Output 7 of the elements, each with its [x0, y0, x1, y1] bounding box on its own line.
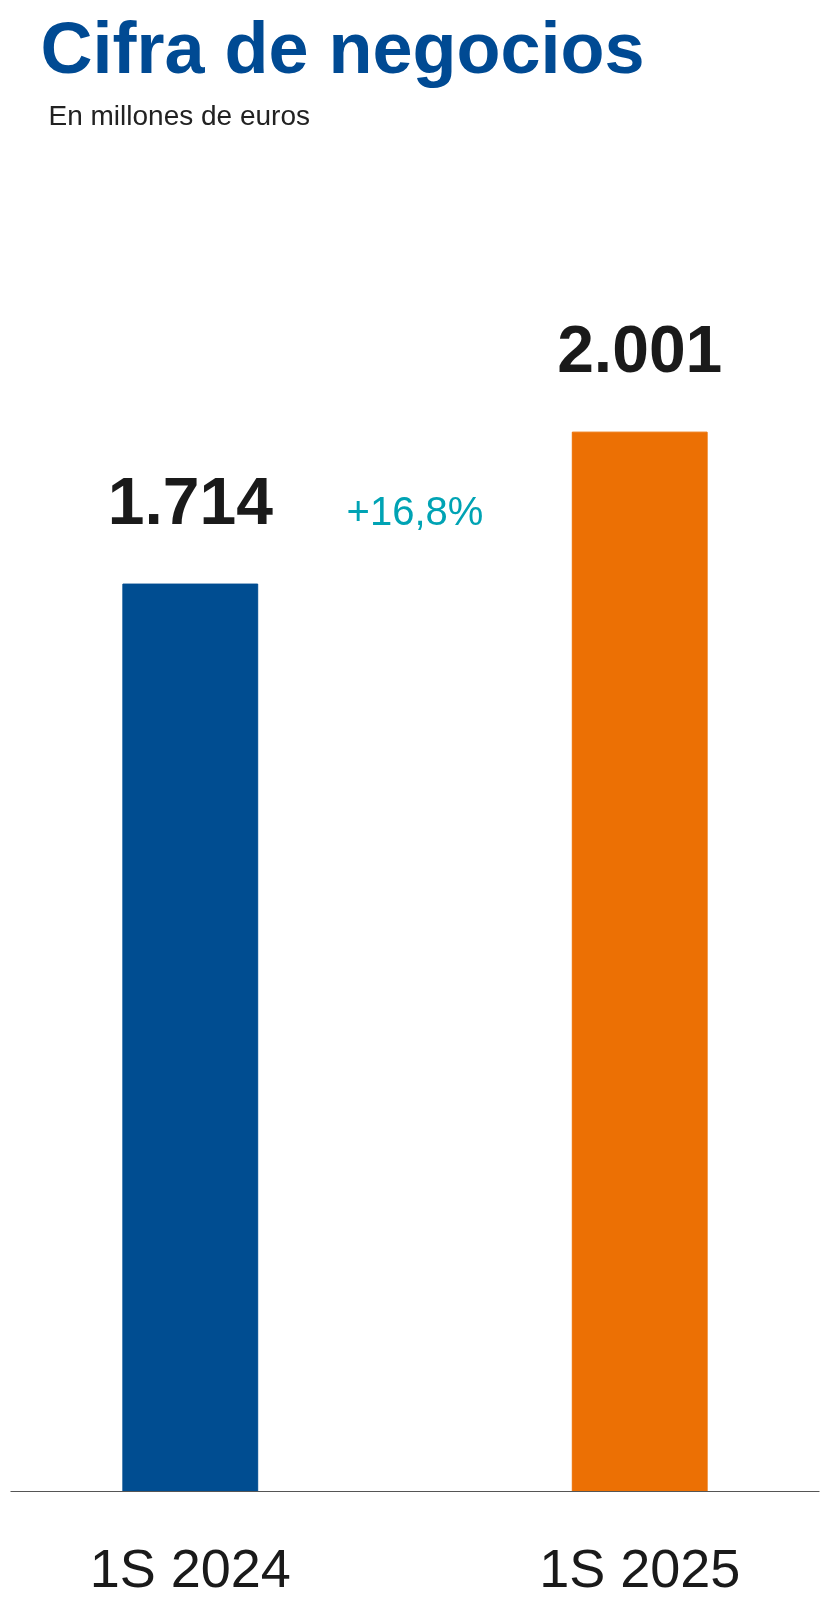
x-tick-label: 1S 2025 — [539, 1537, 741, 1598]
chart-title: Cifra de negocios — [40, 7, 645, 88]
x-tick-label: 1S 2024 — [89, 1537, 291, 1598]
annotation: +16,8% — [346, 488, 484, 533]
chart-subtitle: En millones de euros — [48, 99, 310, 131]
data-label: 1.714 — [107, 464, 274, 539]
data-label: 2.001 — [557, 312, 723, 387]
